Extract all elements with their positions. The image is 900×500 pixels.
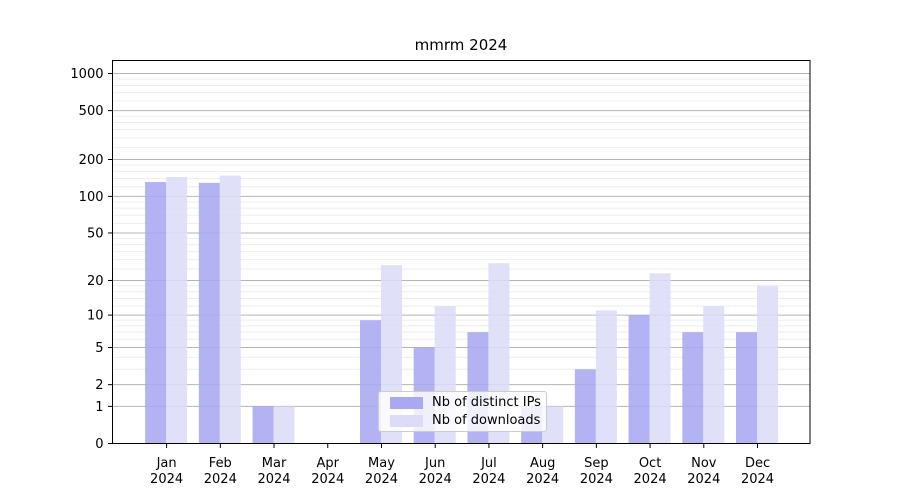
bar-distinct-ips (736, 332, 758, 444)
x-tick-label-year: 2024 (526, 472, 559, 487)
bar-downloads (649, 273, 671, 444)
y-tick-label: 10 (87, 309, 104, 324)
bar-downloads (703, 306, 725, 444)
y-tick-label: 500 (79, 104, 104, 119)
x-tick-label-year: 2024 (204, 472, 237, 487)
bar-downloads (273, 406, 295, 444)
bar-downloads (757, 285, 779, 444)
x-tick-label-month: Nov (691, 456, 717, 471)
x-tick-label-year: 2024 (311, 472, 344, 487)
bar-distinct-ips (628, 315, 650, 444)
x-tick-label-year: 2024 (634, 472, 667, 487)
x-tick-label-year: 2024 (580, 472, 613, 487)
y-tick-label: 50 (87, 226, 104, 241)
y-tick-label: 5 (95, 341, 103, 356)
y-tick-label: 0 (95, 437, 103, 452)
y-tick-label: 2 (95, 378, 103, 393)
x-tick-label-year: 2024 (150, 472, 183, 487)
bar-distinct-ips (682, 332, 704, 444)
x-tick-label-month: Jul (480, 456, 497, 471)
legend-swatch-downloads (390, 414, 423, 427)
legend-row-downloads: Nb of downloads (390, 413, 541, 428)
x-tick-label-year: 2024 (741, 472, 774, 487)
y-tick-label: 200 (79, 153, 104, 168)
bar-distinct-ips (198, 182, 220, 444)
x-tick-label-month: Mar (262, 456, 287, 471)
bar-downloads (166, 177, 188, 444)
y-tick-label: 20 (87, 274, 104, 289)
bar-distinct-ips (574, 369, 596, 444)
legend-label-distinct-ips: Nb of distinct IPs (432, 395, 541, 410)
x-tick-label-year: 2024 (472, 472, 505, 487)
legend: Nb of distinct IPs Nb of downloads (378, 391, 547, 432)
x-tick-label-year: 2024 (419, 472, 452, 487)
bar-distinct-ips (145, 182, 167, 444)
y-tick-label: 1 (95, 400, 103, 415)
y-tick-label: 100 (79, 190, 104, 205)
legend-swatch-distinct-ips (390, 396, 423, 409)
y-tick-label: 1000 (70, 67, 103, 82)
x-tick-label-month: Jan (156, 456, 177, 471)
x-tick-label-month: Dec (745, 456, 770, 471)
x-tick-label-month: Feb (209, 456, 232, 471)
bar-distinct-ips (252, 406, 274, 444)
x-tick-label-month: Sep (584, 456, 609, 471)
x-tick-label-year: 2024 (365, 472, 398, 487)
x-tick-label-month: Aug (530, 456, 555, 471)
x-tick-label-month: May (368, 456, 395, 471)
x-tick-label-year: 2024 (687, 472, 720, 487)
bar-downloads (542, 406, 564, 444)
x-tick-label-month: Oct (639, 456, 661, 471)
legend-label-downloads: Nb of downloads (432, 413, 541, 428)
x-tick-label-month: Apr (317, 456, 340, 471)
x-tick-label-year: 2024 (257, 472, 290, 487)
plot-border (112, 60, 811, 444)
bar-downloads (595, 310, 617, 444)
legend-row-distinct-ips: Nb of distinct IPs (390, 395, 541, 410)
bar-distinct-ips (359, 320, 381, 444)
x-tick-label-month: Jun (424, 456, 445, 471)
chart-title: mmrm 2024 (414, 36, 508, 54)
bar-downloads (219, 175, 241, 444)
